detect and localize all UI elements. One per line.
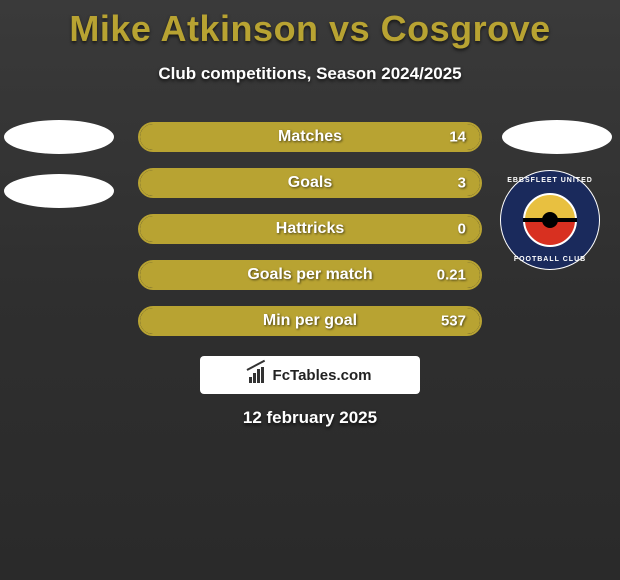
- badge-stripe: [523, 218, 577, 222]
- player-badge-placeholder: [502, 120, 612, 154]
- player-badge-placeholder: [4, 120, 114, 154]
- stat-value: 0: [458, 221, 466, 238]
- club-badge-outer: EBBSFLEET UNITED FOOTBALL CLUB: [500, 170, 600, 270]
- stat-value: 537: [441, 313, 466, 330]
- stat-label: Goals per match: [247, 266, 372, 284]
- stat-bar-matches: Matches 14: [138, 122, 482, 152]
- stat-bar-goals-per-match: Goals per match 0.21: [138, 260, 482, 290]
- stat-value: 14: [449, 129, 466, 146]
- stat-bar-hattricks: Hattricks 0: [138, 214, 482, 244]
- stats-container: Matches 14 Goals 3 Hattricks 0 Goals per…: [138, 122, 482, 352]
- stat-bar-min-per-goal: Min per goal 537: [138, 306, 482, 336]
- club-badge-inner: [523, 193, 577, 247]
- snapshot-date: 12 february 2025: [0, 408, 620, 428]
- footer-attribution[interactable]: FcTables.com: [200, 356, 420, 394]
- badge-text-top: EBBSFLEET UNITED: [501, 177, 599, 184]
- stat-value: 0.21: [437, 267, 466, 284]
- stat-label: Goals: [288, 174, 332, 192]
- club-badge: EBBSFLEET UNITED FOOTBALL CLUB: [500, 170, 600, 270]
- comparison-title: Mike Atkinson vs Cosgrove: [0, 0, 620, 50]
- stat-label: Matches: [278, 128, 342, 146]
- club-badge-placeholder: [4, 174, 114, 208]
- badge-text-bottom: FOOTBALL CLUB: [501, 256, 599, 263]
- stat-value: 3: [458, 175, 466, 192]
- left-player-badges: [4, 120, 114, 228]
- footer-brand-text: FcTables.com: [273, 367, 372, 384]
- stat-label: Hattricks: [276, 220, 344, 238]
- right-player-badge: [502, 120, 612, 174]
- fctables-logo-icon: [249, 367, 267, 383]
- stat-bar-goals: Goals 3: [138, 168, 482, 198]
- stat-label: Min per goal: [263, 312, 357, 330]
- comparison-subtitle: Club competitions, Season 2024/2025: [0, 64, 620, 84]
